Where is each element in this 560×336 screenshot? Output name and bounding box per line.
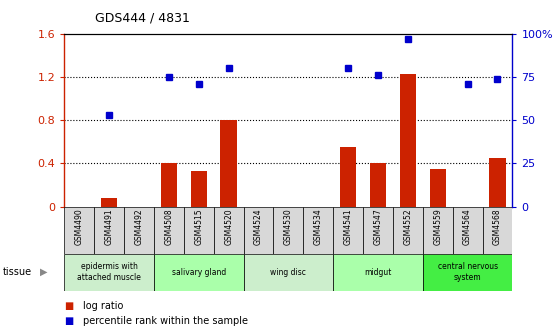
Bar (363, 207, 393, 254)
Bar (94, 207, 124, 254)
Bar (184, 207, 214, 254)
Text: GSM4492: GSM4492 (134, 208, 143, 245)
Bar (393, 207, 423, 254)
Text: GSM4530: GSM4530 (284, 208, 293, 245)
Bar (161, 163, 177, 207)
Text: percentile rank within the sample: percentile rank within the sample (83, 316, 248, 326)
Text: GSM4541: GSM4541 (344, 208, 353, 245)
Bar (64, 207, 94, 254)
Text: GSM4552: GSM4552 (403, 208, 412, 245)
Text: salivary gland: salivary gland (172, 268, 226, 277)
Text: log ratio: log ratio (83, 301, 123, 311)
Text: ▶: ▶ (40, 267, 48, 277)
Text: GSM4491: GSM4491 (105, 208, 114, 245)
Text: GSM4520: GSM4520 (224, 208, 233, 245)
Text: GSM4524: GSM4524 (254, 208, 263, 245)
Bar (154, 207, 184, 254)
Text: central nervous
system: central nervous system (437, 262, 498, 282)
Text: ■: ■ (64, 316, 74, 326)
Bar (64, 254, 154, 291)
Bar (340, 147, 356, 207)
Bar (124, 207, 154, 254)
Text: GSM4547: GSM4547 (374, 208, 382, 245)
Bar (430, 169, 446, 207)
Bar (333, 207, 363, 254)
Bar (452, 207, 483, 254)
Text: GSM4490: GSM4490 (75, 208, 84, 245)
Text: midgut: midgut (365, 268, 391, 277)
Text: ■: ■ (64, 301, 74, 311)
Text: GSM4559: GSM4559 (433, 208, 442, 245)
Text: GDS444 / 4831: GDS444 / 4831 (95, 12, 190, 25)
Bar (273, 207, 304, 254)
Bar (400, 74, 416, 207)
Text: epidermis with
attached muscle: epidermis with attached muscle (77, 262, 141, 282)
Text: wing disc: wing disc (270, 268, 306, 277)
Bar (221, 120, 237, 207)
Bar (190, 171, 207, 207)
Text: GSM4508: GSM4508 (165, 208, 174, 245)
Bar (244, 207, 273, 254)
Bar (101, 198, 118, 207)
Bar (214, 207, 244, 254)
Text: GSM4568: GSM4568 (493, 208, 502, 245)
Text: GSM4515: GSM4515 (194, 208, 203, 245)
Bar (483, 207, 512, 254)
Bar (304, 207, 333, 254)
Bar (154, 254, 244, 291)
Text: tissue: tissue (3, 267, 32, 277)
Bar (244, 254, 333, 291)
Bar (370, 163, 386, 207)
Bar (333, 254, 423, 291)
Bar (489, 158, 506, 207)
Text: GSM4564: GSM4564 (463, 208, 472, 245)
Bar (423, 207, 452, 254)
Text: GSM4534: GSM4534 (314, 208, 323, 245)
Bar (423, 254, 512, 291)
